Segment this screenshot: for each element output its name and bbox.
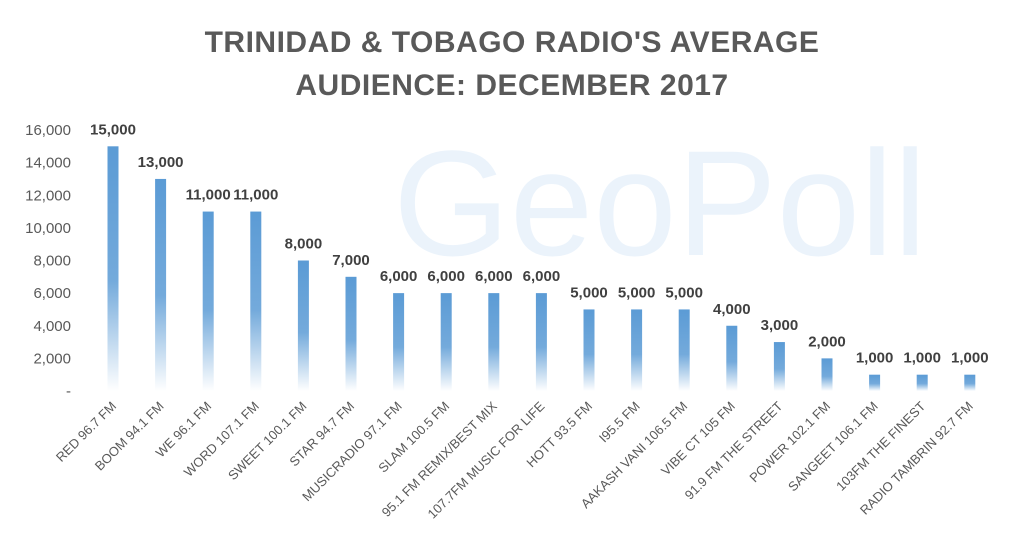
watermark-text: GeoPoll [393,119,927,287]
bar [869,374,881,391]
y-tick-label: 10,000 [25,220,71,237]
data-label: 5,000 [570,284,608,301]
data-label: 3,000 [761,317,799,334]
bar [631,309,643,391]
y-tick-label: 6,000 [33,285,71,302]
bar [916,374,928,391]
bars-group [107,146,976,391]
x-tick-label: POWER 102.1 FM [746,399,833,486]
bar [964,374,976,391]
y-tick-label: 12,000 [25,187,71,204]
data-label: 6,000 [475,268,513,285]
data-label: 11,000 [233,187,278,204]
data-label: 1,000 [951,350,989,367]
data-label: 13,000 [138,154,184,171]
data-label: 15,000 [90,121,136,138]
data-label: 4,000 [713,301,751,318]
bar [773,342,785,391]
bar [821,358,833,391]
y-axis: - 2,000 4,000 6,000 8,000 10,000 12,000 14,000 1… [25,122,71,400]
bar [155,178,167,391]
y-tick-label: 2,000 [33,350,71,367]
data-label: 11,000 [186,187,231,204]
data-label: 6,000 [523,268,561,285]
bar [726,325,738,391]
bar [345,276,357,391]
data-label: 1,000 [903,350,941,367]
chart-title-line-2: AUDIENCE: DECEMBER 2017 [295,69,728,102]
data-label: 5,000 [665,284,703,301]
y-tick-label: - [66,383,71,400]
bar [393,293,405,391]
bar [250,211,262,391]
y-tick-label: 14,000 [25,155,71,172]
y-tick-label: 16,000 [25,122,71,139]
data-label: 6,000 [380,268,418,285]
bar [488,293,500,391]
x-tick-label: SANGEET 106.1 FM [785,399,881,495]
bar [583,309,595,391]
data-label: 8,000 [285,236,323,253]
data-label: 7,000 [332,252,370,269]
bar [297,260,309,391]
y-tick-label: 4,000 [33,318,71,335]
bar [440,293,452,391]
bar [107,146,119,391]
data-label: 5,000 [618,284,656,301]
data-label: 1,000 [856,350,894,367]
bar [202,211,214,391]
x-tick-label: I95.5 FM [596,399,643,446]
bar [678,309,690,391]
data-label: 6,000 [427,268,465,285]
x-tick-label: 103FM THE FINEST [833,398,928,493]
bar [535,293,547,391]
chart-title-line-1: TRINIDAD & TOBAGO RADIO'S AVERAGE [205,26,820,59]
data-label: 2,000 [808,333,846,350]
y-tick-label: 8,000 [33,253,71,270]
